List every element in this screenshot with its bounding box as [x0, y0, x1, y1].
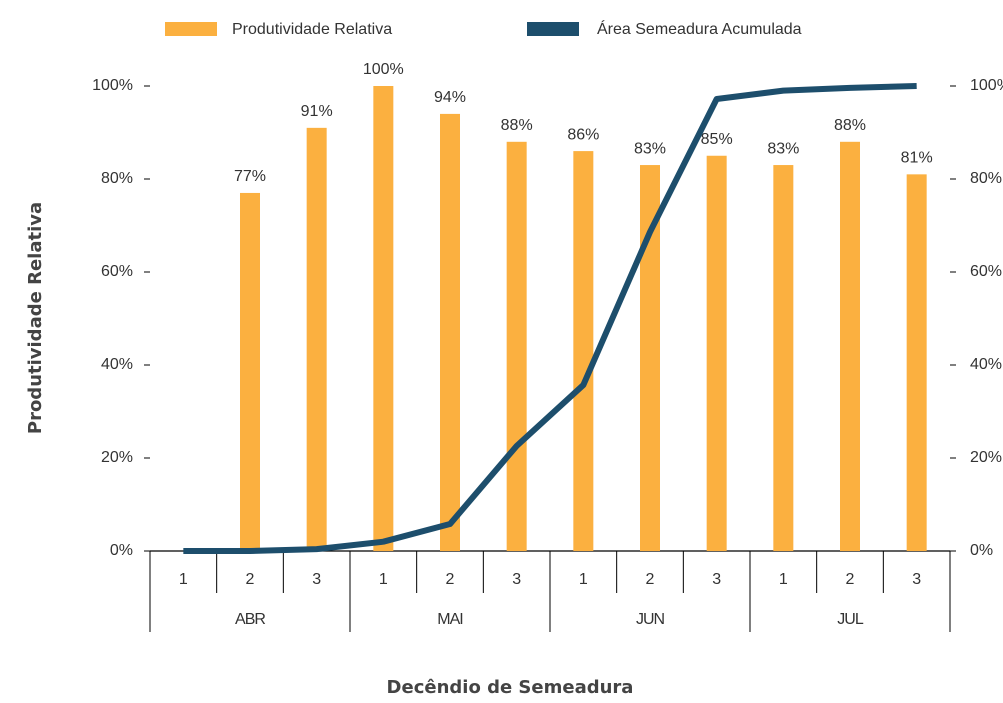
data-label: 100% [363, 61, 404, 78]
y-tick-label: 20% [101, 449, 133, 466]
bar [506, 141, 527, 552]
group-label: JUL [837, 611, 864, 628]
bar [373, 86, 394, 551]
legend-swatch [527, 22, 579, 36]
group-label: JUN [636, 611, 665, 628]
data-label: 83% [634, 140, 666, 157]
x-tick-label: 1 [379, 571, 388, 588]
data-label: 91% [301, 103, 333, 120]
y-axis-title: Produtividade Relativa [25, 202, 46, 434]
y2-tick-label: 80% [970, 170, 1002, 187]
data-label: 85% [701, 131, 733, 148]
bar [773, 165, 794, 552]
x-tick-label: 1 [779, 571, 788, 588]
y-tick-label: 100% [92, 77, 133, 94]
group-label: MAI [437, 611, 462, 628]
bar [306, 127, 327, 551]
x-tick-label: 3 [912, 571, 921, 588]
bar [840, 141, 860, 552]
data-label: 88% [834, 117, 866, 134]
data-label: 88% [501, 117, 533, 134]
y2-tick-label: 60% [970, 263, 1002, 280]
legend-label: Produtividade Relativa [232, 21, 392, 38]
y-tick-label: 60% [101, 263, 133, 280]
data-label: 86% [567, 126, 599, 143]
y2-tick-label: 20% [970, 449, 1002, 466]
legend-label: Área Semeadura Acumulada [597, 19, 802, 38]
x-tick-label: 1 [579, 571, 588, 588]
data-label: 94% [434, 89, 466, 106]
y-tick-label: 0% [110, 542, 133, 559]
group-label: ABR [235, 611, 265, 628]
y2-tick-label: 100% [970, 77, 1003, 94]
data-label: 81% [901, 150, 933, 167]
x-tick-label: 2 [846, 571, 855, 588]
y-tick-label: 80% [101, 170, 133, 187]
x-tick-label: 2 [446, 571, 455, 588]
x-tick-label: 3 [512, 571, 521, 588]
x-tick-label: 2 [646, 571, 655, 588]
y2-tick-label: 0% [970, 542, 993, 559]
y2-tick-label: 40% [970, 356, 1002, 373]
x-tick-label: 1 [179, 571, 188, 588]
bar [706, 155, 727, 551]
data-label: 83% [767, 140, 799, 157]
legend-swatch [165, 22, 217, 36]
x-axis-title: Decêndio de Semeadura [387, 677, 634, 698]
data-label: 77% [234, 168, 266, 185]
x-tick-label: 3 [712, 571, 721, 588]
y-tick-label: 40% [101, 356, 133, 373]
bar [906, 174, 927, 551]
x-tick-label: 3 [312, 571, 321, 588]
x-tick-label: 2 [246, 571, 255, 588]
bar [640, 165, 660, 552]
bar [573, 151, 594, 551]
bar [240, 192, 260, 551]
bar [440, 113, 460, 552]
line [183, 83, 917, 554]
